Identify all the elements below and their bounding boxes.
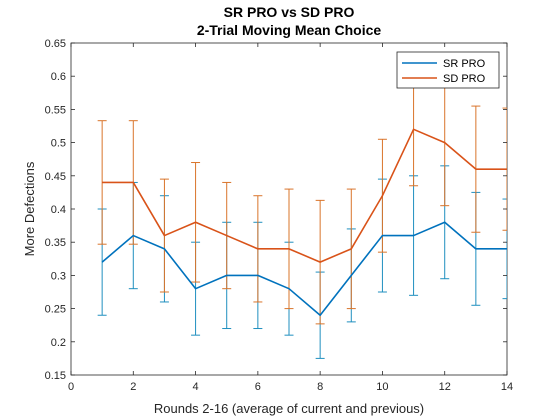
y-tick-label: 0.55 bbox=[45, 104, 66, 116]
legend-label-sd-pro: SD PRO bbox=[443, 73, 486, 85]
x-tick-label: 4 bbox=[193, 381, 199, 393]
y-tick-label: 0.2 bbox=[51, 337, 66, 349]
chart-title: SR PRO vs SD PRO bbox=[224, 4, 355, 20]
legend-label-sr-pro: SR PRO bbox=[443, 58, 486, 70]
x-tick-label: 14 bbox=[501, 381, 513, 393]
x-tick-label: 2 bbox=[130, 381, 136, 393]
sr-pro-line bbox=[101, 221, 507, 317]
sr-pro-errorbar bbox=[502, 198, 507, 300]
y-tick-label: 0.15 bbox=[45, 370, 66, 382]
x-tick-label: 10 bbox=[376, 381, 388, 393]
x-axis-label: Rounds 2-16 (average of current and prev… bbox=[154, 401, 424, 416]
y-axis-label: More Defections bbox=[22, 161, 37, 256]
y-tick-label: 0.45 bbox=[45, 171, 66, 183]
legend: SR PRO SD PRO bbox=[396, 51, 500, 89]
y-tick-label: 0.3 bbox=[51, 270, 66, 282]
y-tick-label: 0.35 bbox=[45, 237, 66, 249]
x-tick-label: 0 bbox=[68, 381, 74, 393]
y-tick-label: 0.25 bbox=[45, 304, 66, 316]
y-tick-label: 0.5 bbox=[51, 138, 66, 150]
y-tick-label: 0.6 bbox=[51, 71, 66, 83]
sd-pro-errorbar bbox=[502, 107, 507, 231]
ticks-layer: 0 2 4 6 8 10 12 14 0.15 0.2 0.25 0.3 0.35 0.4 0.45 0.5 0… bbox=[45, 38, 514, 393]
lines-layer bbox=[101, 128, 507, 317]
y-tick-label: 0.65 bbox=[45, 38, 66, 50]
x-tick-label: 12 bbox=[439, 381, 451, 393]
x-tick-label: 8 bbox=[317, 381, 323, 393]
legend-box bbox=[396, 51, 500, 89]
sd-pro-line bbox=[102, 128, 507, 263]
x-tick-label: 6 bbox=[255, 381, 261, 393]
chart-subtitle: 2-Trial Moving Mean Choice bbox=[197, 22, 382, 38]
y-tick-label: 0.4 bbox=[51, 204, 66, 216]
